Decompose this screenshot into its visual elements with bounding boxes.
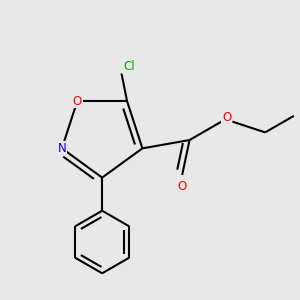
Text: O: O <box>178 180 187 193</box>
Text: O: O <box>73 94 82 107</box>
Text: O: O <box>222 112 232 124</box>
Text: Cl: Cl <box>123 60 135 73</box>
Text: N: N <box>58 142 66 155</box>
